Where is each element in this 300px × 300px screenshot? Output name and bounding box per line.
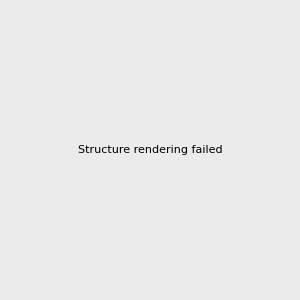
Text: Structure rendering failed: Structure rendering failed [78, 145, 222, 155]
